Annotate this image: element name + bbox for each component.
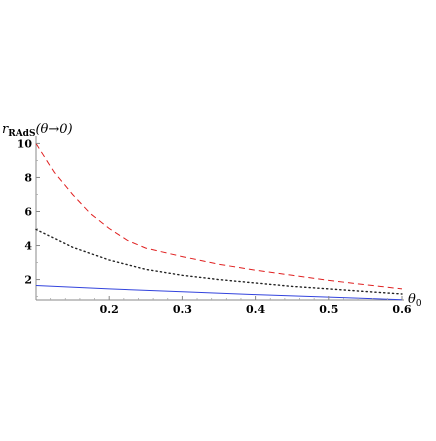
series-dashed-line: [35, 143, 403, 290]
x-tick-label: 0.5: [319, 303, 338, 316]
y-tick-label: 2: [24, 274, 32, 287]
x-axis-title-main: θ: [408, 292, 416, 307]
y-tick-label: 4: [24, 240, 32, 253]
x-axis-title-sub: 0: [416, 299, 422, 309]
axes: [35, 136, 404, 301]
x-tick-label: 0.3: [173, 303, 192, 316]
y-tick-label: 6: [24, 205, 32, 218]
series-layer: [35, 143, 403, 301]
series-dotted-line: [35, 228, 403, 295]
y-axis-title: rRAdS(θ→0): [2, 122, 73, 139]
y-axis-title-args: (θ→0): [35, 122, 72, 137]
y-tick-label: 8: [24, 171, 32, 184]
x-tick-label: 0.6: [392, 303, 411, 316]
x-axis-title: θ0: [408, 292, 422, 309]
ticks-layer: 0.2 0.3 0.4 0.5 0.6 2 4 6 8 10: [17, 137, 412, 316]
y-axis-title-main: r: [2, 122, 9, 137]
series-solid-line: [35, 285, 403, 301]
y-tick-label: 10: [17, 137, 33, 150]
x-tick-label: 0.4: [246, 303, 265, 316]
y-axis-title-sub: RAdS: [8, 129, 35, 139]
x-tick-label: 0.2: [100, 303, 119, 316]
